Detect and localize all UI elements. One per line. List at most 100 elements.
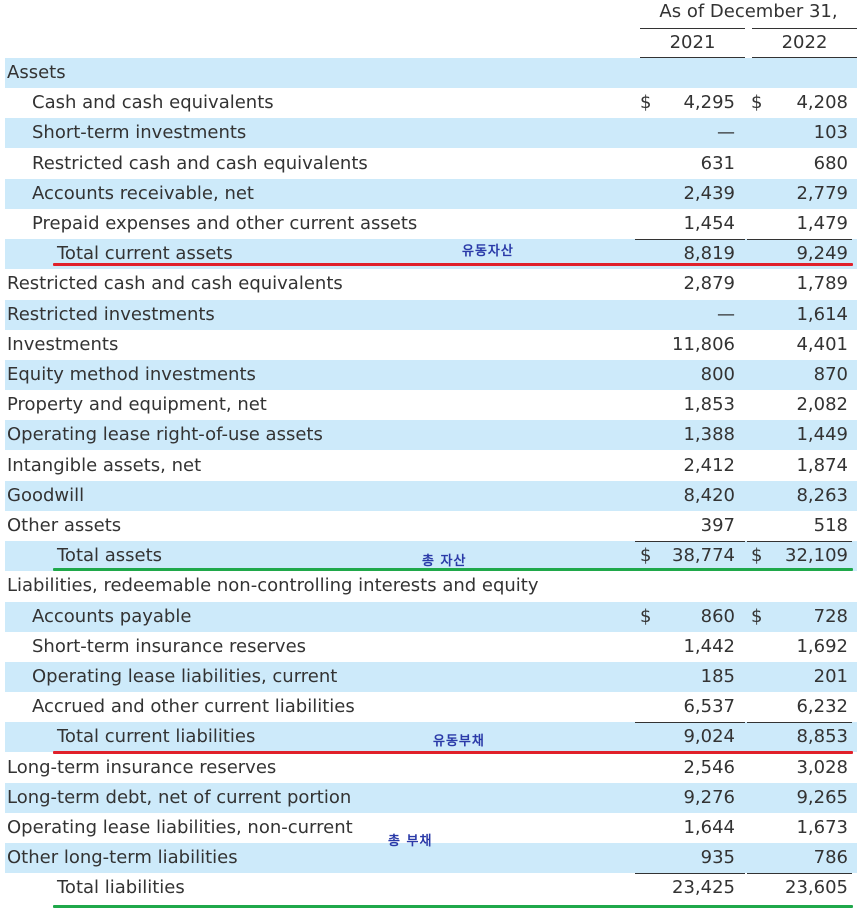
- table-row: Other assets 397 518: [5, 511, 857, 541]
- value-2022: 6,232: [796, 696, 848, 717]
- value-2022: 103: [813, 122, 848, 143]
- row-label: Prepaid expenses and other current asset…: [32, 213, 418, 234]
- value-2021: 1,644: [683, 817, 735, 838]
- row-label: Operating lease liabilities, current: [32, 666, 338, 687]
- table-row: Accrued and other current liabilities 6,5…: [5, 692, 857, 722]
- value-2022: 32,109: [785, 545, 848, 566]
- green-underline-total-liabilities: [53, 905, 853, 908]
- table-row: Goodwill 8,420 8,263: [5, 481, 857, 511]
- value-2021: 800: [700, 364, 735, 385]
- row-label: Short-term insurance reserves: [32, 636, 307, 657]
- table-row: Short-term insurance reserves 1,442 1,692: [5, 632, 857, 662]
- total-rule-2: [747, 873, 852, 874]
- value-2022: 518: [813, 515, 848, 536]
- value-2022: 8,263: [796, 485, 848, 506]
- header-rule-1: [640, 57, 745, 58]
- row-label: Total assets: [57, 545, 163, 566]
- value-2022: 680: [813, 153, 848, 174]
- table-row: Short-term investments — 103: [5, 118, 857, 148]
- table-row: Accounts payable $ $860 728: [5, 602, 857, 632]
- table-row: Equity method investments 800 870: [5, 360, 857, 390]
- total-rule-1: [635, 541, 745, 542]
- table-row: Assets: [5, 58, 857, 88]
- table-row: Other long-term liabilities 935 786: [5, 843, 857, 873]
- row-label: Other long-term liabilities: [7, 847, 238, 868]
- value-2021: 1,388: [683, 424, 735, 445]
- row-label: Accounts payable: [32, 606, 192, 627]
- red-underline-current-assets: [53, 263, 853, 266]
- value-2021: —: [717, 122, 735, 143]
- table-row: Investments 11,806 4,401: [5, 330, 857, 360]
- table-row: Property and equipment, net 1,853 2,082: [5, 390, 857, 420]
- value-2021: 1,442: [683, 636, 735, 657]
- currency-symbol-2: $: [751, 545, 763, 566]
- red-underline-current-liabilities: [53, 751, 853, 754]
- table-row: Operating lease right-of-use assets 1,388…: [5, 420, 857, 450]
- annotation-current-assets: 유동자산: [462, 244, 514, 259]
- table-row: Restricted cash and cash equivalents 2,87…: [5, 269, 857, 299]
- table-row: Total assets $ $38,774 32,109: [5, 541, 857, 571]
- table-row: Long-term debt, net of current portion 9,…: [5, 783, 857, 813]
- row-label: Short-term investments: [32, 122, 247, 143]
- value-2021: 2,439: [683, 183, 735, 204]
- header-underline-1: [640, 28, 745, 29]
- value-2022: 23,605: [785, 877, 848, 898]
- value-2022: 1,874: [796, 455, 848, 476]
- value-2022: 1,449: [796, 424, 848, 445]
- table-row: Cash and cash equivalents $ $4,295 4,208: [5, 88, 857, 118]
- currency-symbol-1: $: [640, 92, 652, 113]
- value-2022: 1,692: [796, 636, 848, 657]
- row-label: Total current assets: [57, 243, 233, 264]
- value-2021: 2,879: [683, 273, 735, 294]
- row-label: Equity method investments: [7, 364, 256, 385]
- total-rule-1: [635, 239, 745, 240]
- value-2021: 2,412: [683, 455, 735, 476]
- value-2022: 786: [813, 847, 848, 868]
- table-row: Operating lease liabilities, non-current…: [5, 813, 857, 843]
- row-label: Property and equipment, net: [7, 394, 267, 415]
- table-row: Total liabilities 23,425 23,605: [5, 873, 857, 903]
- value-2022: 728: [813, 606, 848, 627]
- annotation-current-liabilities: 유동부채: [433, 734, 485, 749]
- row-label: Assets: [7, 62, 66, 83]
- table-row: Restricted investments — 1,614: [5, 300, 857, 330]
- row-label: Restricted cash and cash equivalents: [7, 273, 343, 294]
- annotation-total-liabilities: 총 부채: [388, 834, 433, 849]
- value-2021: 6,537: [683, 696, 735, 717]
- value-2022: 2,082: [796, 394, 848, 415]
- value-2021: 1,853: [683, 394, 735, 415]
- header-year-2022: 2022: [781, 32, 828, 53]
- table-row: Intangible assets, net 2,412 1,874: [5, 451, 857, 481]
- value-2022: 201: [813, 666, 848, 687]
- total-rule-2: [747, 541, 852, 542]
- green-underline-total-assets: [53, 568, 853, 571]
- row-label: Restricted investments: [7, 304, 215, 325]
- value-2021: 1,454: [683, 213, 735, 234]
- table-row: Liabilities, redeemable non-controlling …: [5, 571, 857, 601]
- value-2021: 4,295: [683, 92, 735, 113]
- row-label: Long-term debt, net of current portion: [7, 787, 352, 808]
- row-label: Long-term insurance reserves: [7, 757, 277, 778]
- row-label: Other assets: [7, 515, 122, 536]
- row-label: Total current liabilities: [57, 726, 256, 747]
- table-row: Operating lease liabilities, current 185 2…: [5, 662, 857, 692]
- currency-symbol-2: $: [751, 92, 763, 113]
- row-label: Cash and cash equivalents: [32, 92, 274, 113]
- header-year-2021: 2021: [669, 32, 716, 53]
- value-2021: 935: [700, 847, 735, 868]
- row-label: Accrued and other current liabilities: [32, 696, 355, 717]
- header-rule-2: [752, 57, 857, 58]
- value-2022: 4,401: [796, 334, 848, 355]
- value-2021: 631: [700, 153, 735, 174]
- value-2022: 1,479: [796, 213, 848, 234]
- header-underline-2: [752, 28, 857, 29]
- row-label: Liabilities, redeemable non-controlling …: [7, 575, 539, 596]
- currency-symbol-1: $: [640, 606, 652, 627]
- table-row: Restricted cash and cash equivalents 631 6…: [5, 149, 857, 179]
- total-rule-2: [747, 239, 852, 240]
- value-2022: 1,673: [796, 817, 848, 838]
- row-label: Total liabilities: [57, 877, 185, 898]
- value-2022: 8,853: [796, 726, 848, 747]
- row-label: Accounts receivable, net: [32, 183, 254, 204]
- table-row: Long-term insurance reserves 2,546 3,028: [5, 753, 857, 783]
